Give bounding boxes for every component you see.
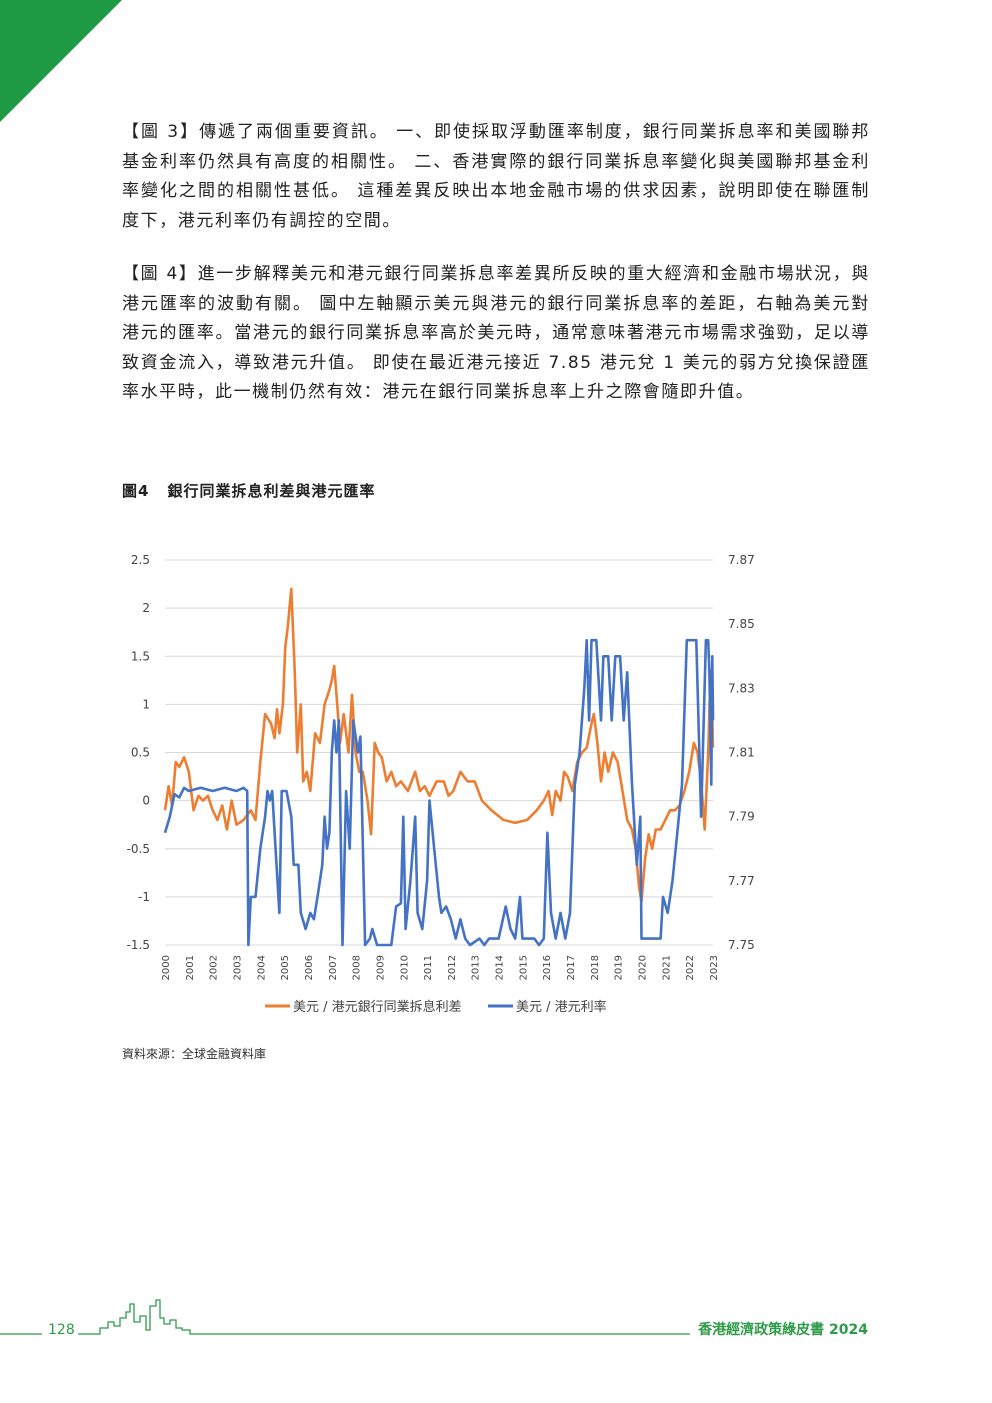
y2-tick-label: 7.85 xyxy=(728,617,755,631)
paragraph: 【圖 4】進一步解釋美元和港元銀行同業拆息率差異所反映的重大經濟和金融市場狀況，… xyxy=(122,264,870,402)
y2-tick-label: 7.79 xyxy=(728,810,755,824)
series-line xyxy=(163,587,715,903)
x-tick-label: 2006 xyxy=(304,955,315,980)
y-tick-label: 1.5 xyxy=(131,649,150,663)
legend-label: 美元 / 港元銀行同業拆息利差 xyxy=(293,999,462,1015)
y2-tick-label: 7.75 xyxy=(728,938,755,952)
legend-label: 美元 / 港元利率 xyxy=(516,999,607,1015)
corner-triangle xyxy=(0,0,122,122)
x-tick-label: 2012 xyxy=(447,955,458,980)
x-tick-label: 2009 xyxy=(375,955,386,980)
y2-tick-label: 7.81 xyxy=(728,746,755,760)
y-tick-label: 2.5 xyxy=(131,553,150,567)
book-title: 香港經濟政策綠皮書 2024 xyxy=(697,1321,868,1338)
footer-rule xyxy=(0,1299,690,1335)
x-tick-label: 2016 xyxy=(542,955,553,980)
x-tick-label: 2013 xyxy=(471,955,482,980)
x-tick-label: 2007 xyxy=(328,955,339,980)
page-number: 128 xyxy=(48,1322,75,1338)
x-tick-label: 2003 xyxy=(232,955,243,980)
x-tick-label: 2017 xyxy=(566,955,577,980)
figure-label: 圖4 xyxy=(122,482,150,500)
x-tick-label: 2014 xyxy=(495,955,506,980)
x-tick-label: 2002 xyxy=(209,955,220,980)
y-tick-label: 1 xyxy=(142,697,150,711)
x-tick-label: 2015 xyxy=(518,955,529,980)
x-tick-label: 2019 xyxy=(614,955,625,980)
y-tick-label: -1 xyxy=(138,890,150,904)
x-tick-label: 2000 xyxy=(161,955,172,980)
x-tick-label: 2023 xyxy=(709,955,720,980)
x-tick-label: 2004 xyxy=(256,955,267,980)
source-note: 資料來源：全球金融資料庫 xyxy=(122,1047,267,1061)
y-tick-label: 2 xyxy=(142,601,150,615)
figure-caption: 銀行同業拆息利差與港元匯率 xyxy=(167,482,376,500)
x-tick-label: 2020 xyxy=(638,955,649,980)
x-tick-label: 2005 xyxy=(280,955,291,980)
y2-tick-label: 7.83 xyxy=(728,681,755,695)
y-tick-label: 0 xyxy=(142,794,150,808)
x-tick-label: 2008 xyxy=(352,955,363,980)
paragraph: 【圖 3】傳遞了兩個重要資訊。 一、即使採取浮動匯率制度，銀行同業拆息率和美國聯… xyxy=(122,122,870,231)
figure-title: 圖4 銀行同業拆息利差與港元匯率 xyxy=(122,480,393,501)
y2-tick-label: 7.77 xyxy=(728,874,755,888)
x-tick-label: 2001 xyxy=(185,955,196,980)
x-tick-label: 2010 xyxy=(399,955,410,980)
y2-tick-label: 7.87 xyxy=(728,553,755,567)
x-tick-label: 2022 xyxy=(685,955,696,980)
x-tick-label: 2021 xyxy=(661,955,672,980)
x-tick-label: 2011 xyxy=(423,955,434,980)
series-line xyxy=(163,638,715,947)
y-tick-label: -1.5 xyxy=(127,938,150,952)
x-tick-label: 2018 xyxy=(590,955,601,980)
y-tick-label: 0.5 xyxy=(131,746,150,760)
y-tick-label: -0.5 xyxy=(127,842,150,856)
